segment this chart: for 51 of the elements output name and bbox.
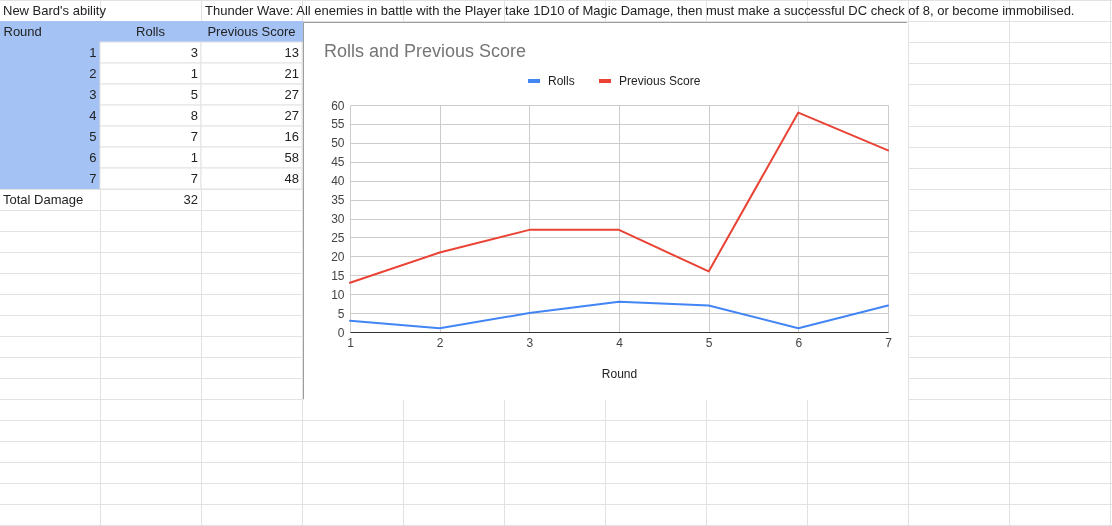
data-label: 5 [190,86,198,102]
y-tick-label: 6 [89,149,97,165]
data-label: 16 [284,128,299,144]
data-label: 27 [284,86,299,102]
y-tick-label: 4 [89,107,97,123]
y-tick-label: 10 [331,287,345,302]
y-tick-label: 40 [331,174,345,189]
data-label: 13 [284,44,299,60]
text: Total Damage [2,191,85,209]
y-tick-label: 45 [331,155,345,170]
y-tick-label: 25 [331,230,345,245]
x-axis-title: Round [601,366,638,381]
data-label: 1 [190,65,198,81]
data-label: 27 [284,107,299,123]
data-label: 8 [190,107,198,123]
y-tick-label: 15 [331,268,345,283]
x-tick-label: 7 [885,335,893,350]
y-tick-label: 5 [337,306,345,321]
y-tick-label: 5 [89,128,97,144]
text: 32 [182,191,199,209]
y-tick-label: 60 [331,98,345,113]
data-label: 3 [190,44,198,60]
y-tick-label: 30 [331,212,345,226]
y-tick-label: 1 [89,44,97,60]
x-tick-label: 1 [347,335,355,350]
x-tick-label: 2 [436,335,444,350]
data-label: 7 [190,170,198,186]
text: Thunder Wave: All enemies in battle with the Player take 1D10 of Magic Damage, then must make a successful DC check of 8, or become immobilised. [204,2,1076,20]
line-series [349,111,889,284]
y-tick-label: 55 [331,117,345,132]
y-tick-label: 7 [89,170,97,186]
x-tick-label: 6 [795,335,803,350]
legend-label: Previous Score [619,74,701,88]
data-label: 21 [284,65,299,81]
y-axis-title: Round [3,24,42,39]
y-tick-label: 35 [331,193,345,208]
chart-title: Rolls and Previous Score [324,41,527,61]
y-tick-label: 3 [89,86,97,102]
data-label: 1 [190,149,198,165]
y-tick-label: 0 [337,325,345,340]
data-label: 7 [190,128,198,144]
chart-title: New Bard's ability [2,2,107,20]
y-tick-label: 2 [89,65,97,81]
x-tick-label: 5 [705,335,713,350]
x-tick-label: 4 [616,335,624,350]
x-tick-label: 3 [526,335,534,350]
y-tick-label: 20 [331,249,345,264]
data-label: 48 [284,170,299,186]
y-tick-label: 50 [331,136,345,151]
legend-label: Rolls [548,74,575,88]
data-label: 58 [284,149,299,165]
